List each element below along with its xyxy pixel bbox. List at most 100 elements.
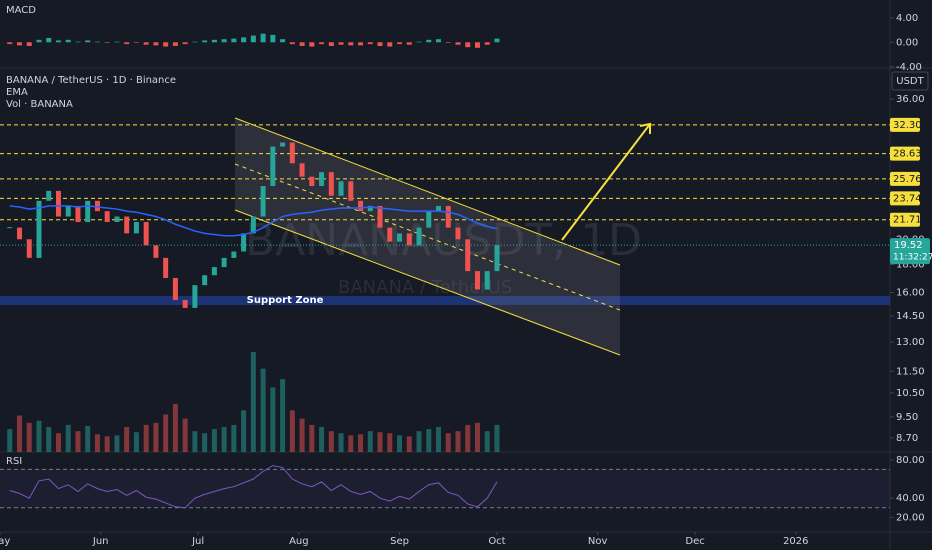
macd-bar [348, 42, 354, 46]
volume-bar [436, 427, 442, 452]
volume-bar [358, 434, 364, 452]
currency[interactable]: USDT [896, 76, 924, 87]
level-label: 32.30 [893, 120, 922, 131]
price-tick-label: 11.50 [896, 366, 925, 377]
volume-bar [484, 431, 490, 452]
volume-bar [280, 379, 286, 452]
last-price-label: 19.52 [894, 240, 923, 251]
x-tick-label: Nov [588, 536, 608, 547]
level-tag [890, 146, 920, 161]
candle [46, 190, 52, 201]
volume-bar [46, 427, 52, 452]
volume-bar [7, 429, 13, 452]
volume-bar [172, 404, 178, 452]
macd-bar [319, 42, 325, 45]
macd-bar [55, 40, 61, 43]
volume-bar [133, 432, 139, 452]
macd-bar [114, 41, 120, 43]
rsi-tick-label: 40.00 [896, 493, 925, 504]
watermark-sub: BANANA / TetherUS [338, 277, 512, 298]
candle [55, 190, 61, 217]
macd-bar [26, 42, 32, 46]
volume-bar [94, 434, 100, 452]
macd-bar [192, 41, 198, 43]
macd-bar [328, 42, 334, 46]
volume-bar [445, 433, 451, 452]
price-tick-label: 13.00 [896, 337, 925, 348]
macd-tick-label: 0.00 [896, 37, 918, 48]
volume-bar [85, 425, 91, 452]
volume-bar [494, 424, 500, 452]
arrow-head [639, 122, 651, 134]
last-price-tag [890, 238, 930, 265]
macd-bar [172, 42, 178, 46]
candle [377, 205, 383, 228]
macd-bar [260, 33, 266, 43]
price-tick-label: 8.70 [896, 433, 918, 444]
channel-upper [234, 117, 621, 266]
price-tick-label: 14.50 [896, 311, 925, 322]
level-label: 23.74 [893, 193, 922, 204]
macd-bar [358, 42, 364, 46]
price-tick-label: 36.00 [896, 94, 925, 105]
arrow [561, 123, 651, 241]
macd-bar [377, 42, 383, 46]
volume-bar [231, 424, 237, 452]
candle [328, 172, 334, 196]
x-tick-label: 2026 [783, 536, 808, 547]
x-tick-label: Dec [685, 536, 704, 547]
macd-bar [436, 39, 442, 43]
volume-bar [426, 429, 432, 452]
zone-label: Support Zone [247, 295, 324, 306]
volume-bar [406, 436, 412, 452]
volume-bar [221, 427, 227, 452]
macd-bar [280, 39, 286, 43]
volume-bar [319, 427, 325, 452]
volume-bar [16, 415, 22, 452]
candle [367, 205, 373, 212]
rsi-title: RSI [6, 456, 22, 467]
candle [211, 267, 217, 276]
macd-bar [494, 38, 500, 43]
candle [75, 205, 81, 223]
macd-bar [16, 42, 22, 46]
macd-bar [416, 41, 422, 43]
symbol-title: BANANA / TetherUS · 1D · Binance [6, 75, 176, 86]
volume-bar [260, 368, 266, 452]
candle [436, 205, 442, 212]
candle [94, 200, 100, 212]
volume-bar [299, 418, 305, 452]
watermark: BANANAUSDT, 1D [245, 215, 642, 266]
macd-tick-label: -4.00 [896, 62, 922, 73]
candle [26, 239, 32, 258]
candle [474, 271, 480, 290]
x-tick-label: Jun [92, 536, 109, 547]
candle [124, 216, 130, 234]
macd-bar [211, 39, 217, 43]
currency-box[interactable] [891, 71, 929, 91]
rsi-tick-label: 20.00 [896, 512, 925, 523]
price-tick-label: 9.50 [896, 412, 918, 423]
volume-bar [474, 422, 480, 452]
candle [406, 233, 412, 246]
macd-bar [387, 42, 393, 47]
candle [202, 275, 208, 286]
volume-bar [202, 433, 208, 452]
level-tag [890, 212, 920, 227]
x-tick-label: Jul [191, 536, 204, 547]
macd-bar [104, 42, 110, 43]
macd-bar [406, 42, 412, 45]
candle [289, 142, 295, 164]
candle [270, 146, 276, 187]
candle [133, 222, 139, 234]
indicator-title: EMA [6, 87, 28, 98]
macd-bar [75, 41, 81, 43]
volume-bar [114, 435, 120, 452]
macd-bar [338, 42, 344, 45]
macd-bar [270, 34, 276, 43]
candle [143, 222, 149, 246]
volume-bar [289, 410, 295, 452]
macd-bar [250, 35, 256, 43]
macd-bar [7, 42, 13, 45]
